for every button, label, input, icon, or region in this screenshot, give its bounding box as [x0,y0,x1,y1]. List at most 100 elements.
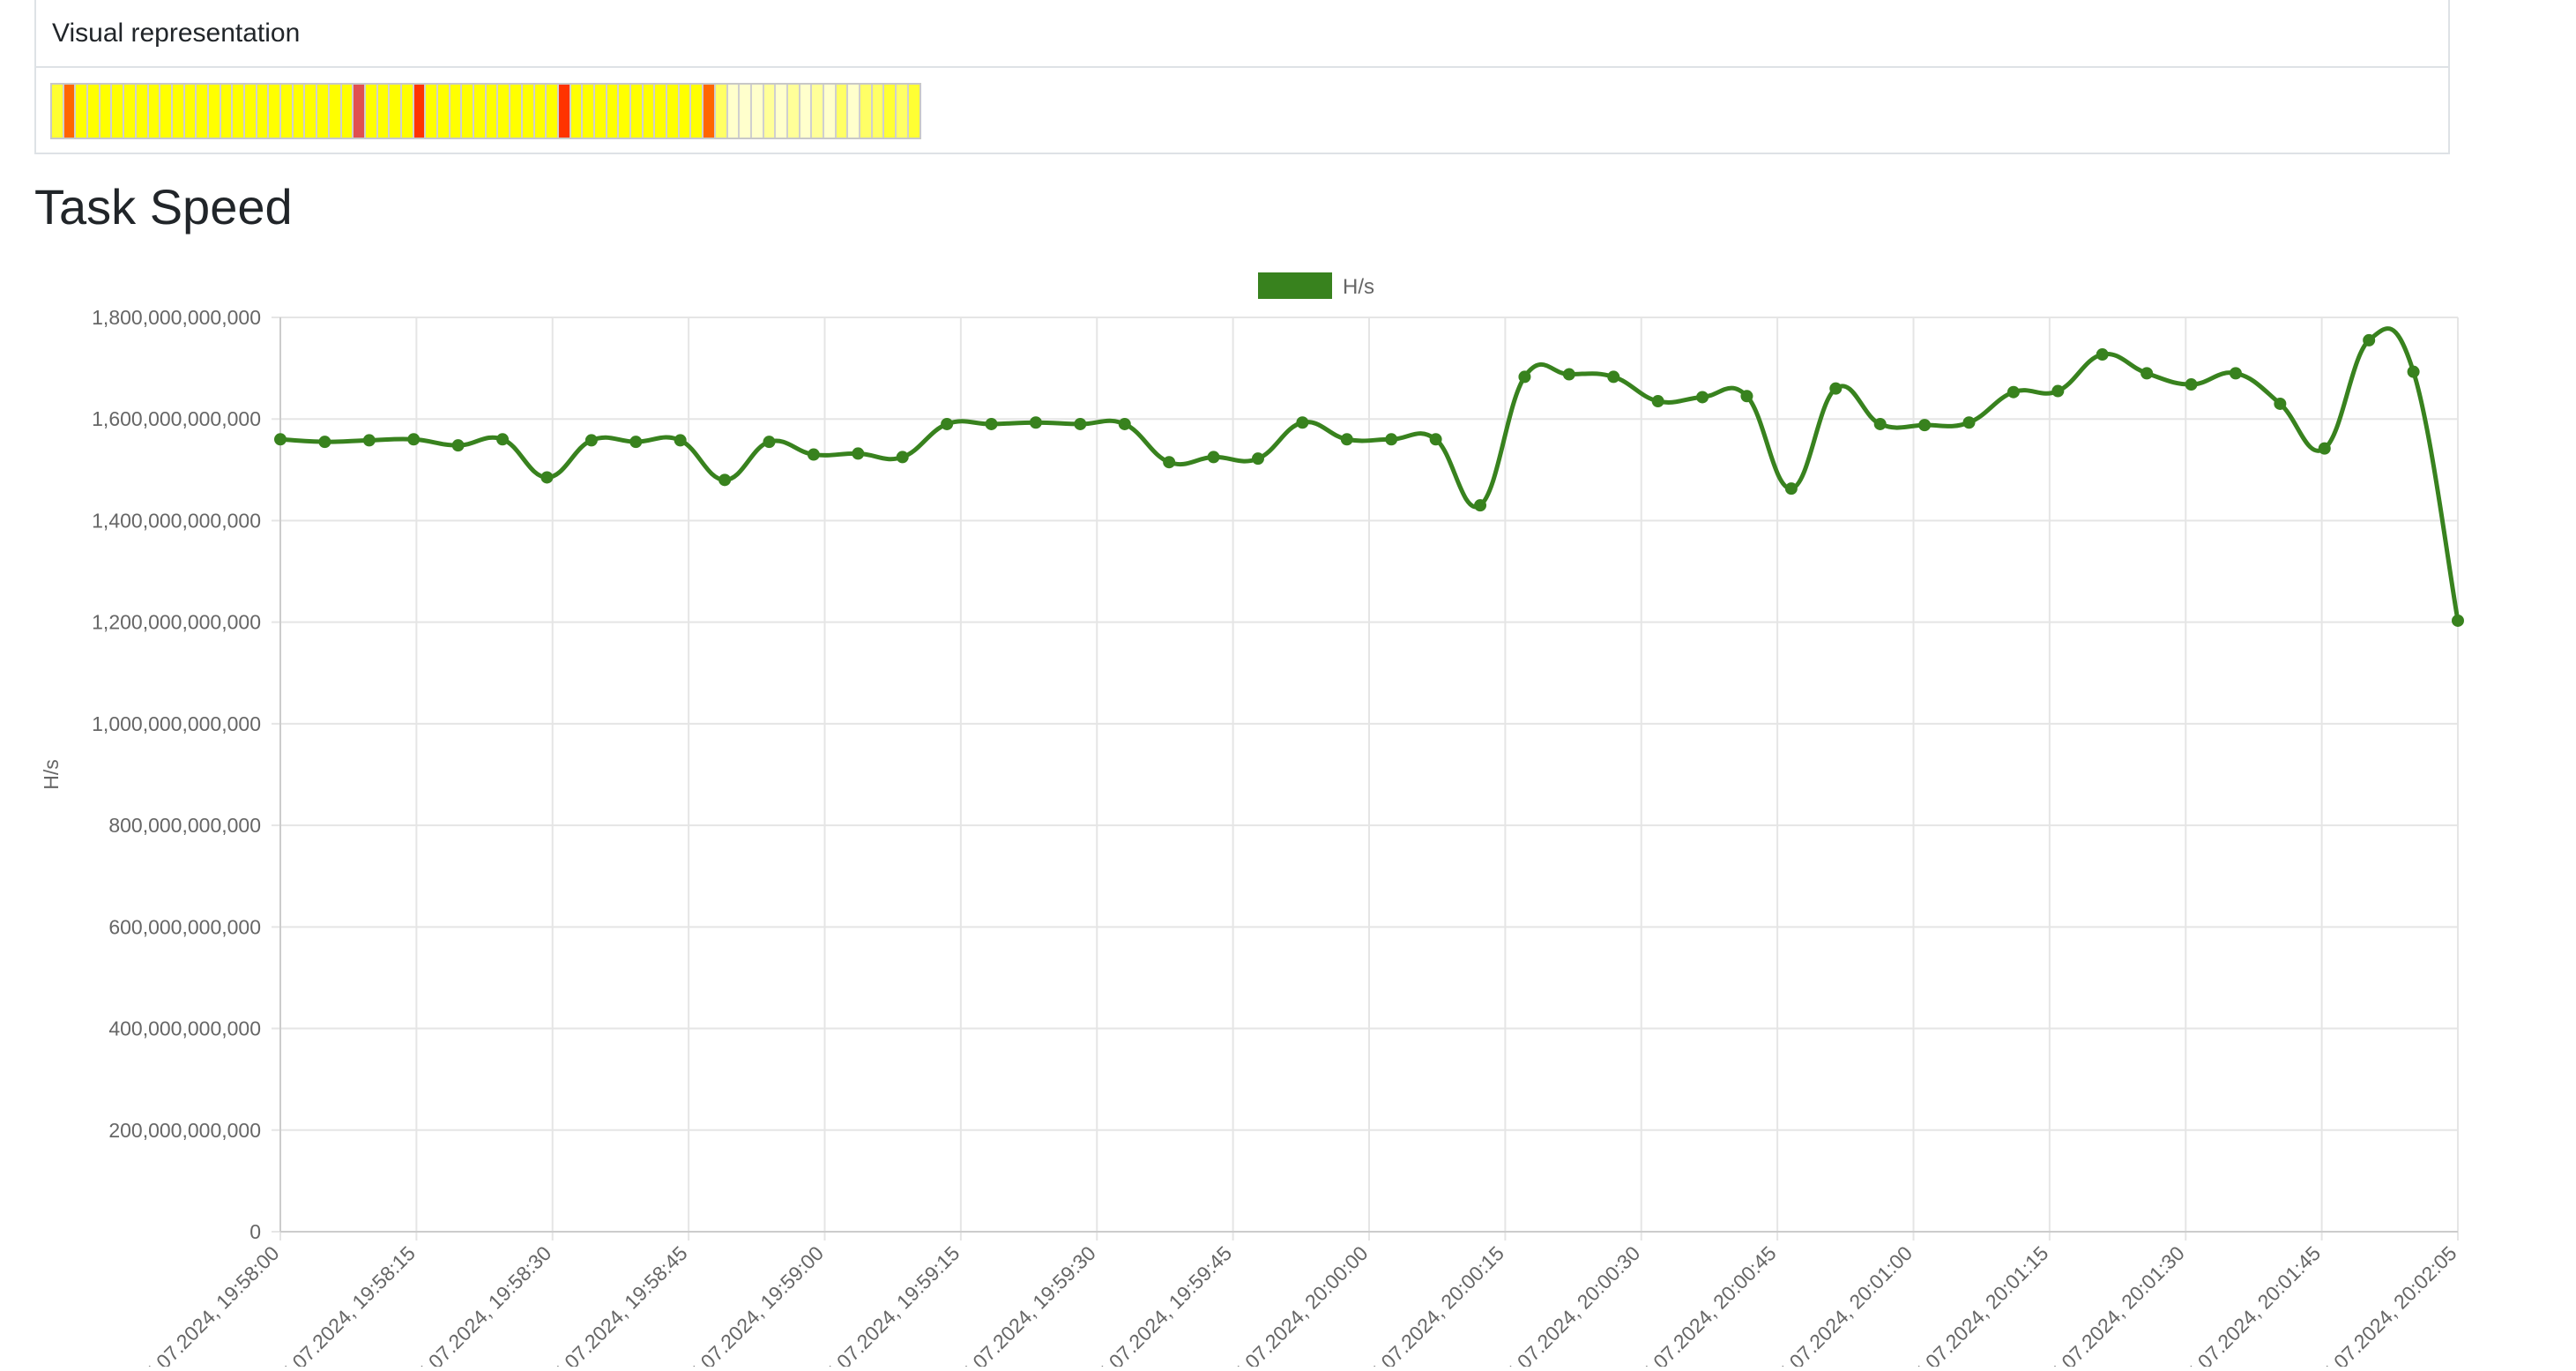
task-speed-chart: 0 200,000,000,000 400,000,000,000 600,000,0… [40,272,2464,1371]
vis-cell [800,85,813,138]
vis-cell [317,85,330,138]
data-point [2363,333,2376,346]
data-point [1296,416,1309,429]
vis-cell [426,85,438,138]
data-point [1829,382,1843,395]
x-tick-label: 25.07.2024, 20:01:45 [2173,1241,2325,1367]
vis-cell [100,85,113,138]
page-title: Task Speed [34,179,293,235]
vis-cell [787,85,800,138]
x-tick-label: 25.07.2024, 19:59:30 [949,1241,1100,1367]
vis-cell [365,85,378,138]
vis-cell [329,85,342,138]
vis-cell [438,85,450,138]
vis-cell [655,85,668,138]
task-speed-chart-container: 0 200,000,000,000 400,000,000,000 600,000,0… [0,256,2576,1371]
data-point [718,473,732,487]
vis-cell [763,85,777,138]
vis-cell [607,85,620,138]
y-tick-label: 0 [249,1220,261,1243]
vis-cell [631,85,644,138]
y-tick-label: 1,000,000,000,000 [92,712,261,735]
vis-cell [848,85,861,138]
x-tick-label: 25.07.2024, 20:01:30 [2037,1241,2189,1367]
data-point [2407,365,2420,378]
vis-cell [860,85,873,138]
data-point [629,436,643,449]
vis-cell [401,85,414,138]
vis-cell [643,85,656,138]
data-point [1340,433,1353,446]
vis-cell [486,85,499,138]
vis-cell [269,85,282,138]
data-point [852,447,865,460]
vis-cell [112,85,125,138]
legend-label: H/s [1343,275,1374,299]
data-point [2185,378,2198,391]
data-point [584,434,598,447]
data-point [2229,367,2242,380]
data-point [1118,417,1131,430]
vis-cell [63,85,77,138]
data-point [1474,499,1487,512]
data-point [807,448,820,461]
vis-cell [908,85,919,138]
data-point [2452,614,2464,627]
vis-cell [715,85,728,138]
vis-cell [583,85,595,138]
card-body [36,68,2448,153]
vis-cell [450,85,463,138]
vis-cell [679,85,692,138]
vis-cell [184,85,197,138]
data-point [1784,482,1798,495]
vis-cell [594,85,607,138]
data-point [1518,370,1531,384]
vis-cell [354,85,366,138]
data-point [407,433,421,446]
data-point [1163,456,1176,469]
x-tick-label: 25.07.2024, 20:02:05 [2309,1241,2461,1367]
vis-cell [474,85,487,138]
vis-cell [547,85,559,138]
data-point [1651,395,1664,408]
vis-cell [197,85,209,138]
vis-cell [88,85,101,138]
vis-cell [245,85,257,138]
x-tick-label: 25.07.2024, 20:01:15 [1901,1241,2052,1367]
vis-cell [172,85,185,138]
y-tick-label: 1,200,000,000,000 [92,611,261,634]
vis-cell [619,85,631,138]
vis-cell [534,85,547,138]
vis-cell [305,85,318,138]
x-tick-label: 25.07.2024, 20:00:30 [1493,1241,1644,1367]
vis-cell [124,85,137,138]
vis-cell [872,85,885,138]
data-point [2006,385,2020,399]
x-tick-label: 25.07.2024, 19:58:45 [540,1241,692,1367]
data-point [1385,433,1398,446]
y-axis-label: H/s [40,759,63,790]
data-point [1429,433,1442,446]
data-point [1740,390,1753,403]
vis-cell [776,85,788,138]
y-tick-label: 1,800,000,000,000 [92,306,261,329]
y-tick-label: 400,000,000,000 [108,1017,261,1040]
vis-cell [812,85,824,138]
x-tick-label: 25.07.2024, 19:59:45 [1084,1241,1236,1367]
x-tick-label: 25.07.2024, 20:00:15 [1357,1241,1508,1367]
data-point [496,433,510,446]
data-point [318,436,331,449]
vis-cell [498,85,511,138]
vis-cell [293,85,306,138]
data-point [1251,452,1264,466]
vis-cell [510,85,523,138]
y-tick-label: 1,400,000,000,000 [92,509,261,532]
vis-cell [233,85,245,138]
x-tick-label: 25.07.2024, 19:59:00 [676,1241,828,1367]
y-tick-label: 600,000,000,000 [108,915,261,938]
data-point [896,451,909,464]
x-tick-label: 25.07.2024, 19:58:00 [131,1241,283,1367]
data-point [1607,370,1620,384]
legend-swatch [1258,272,1332,299]
vis-cell [390,85,402,138]
